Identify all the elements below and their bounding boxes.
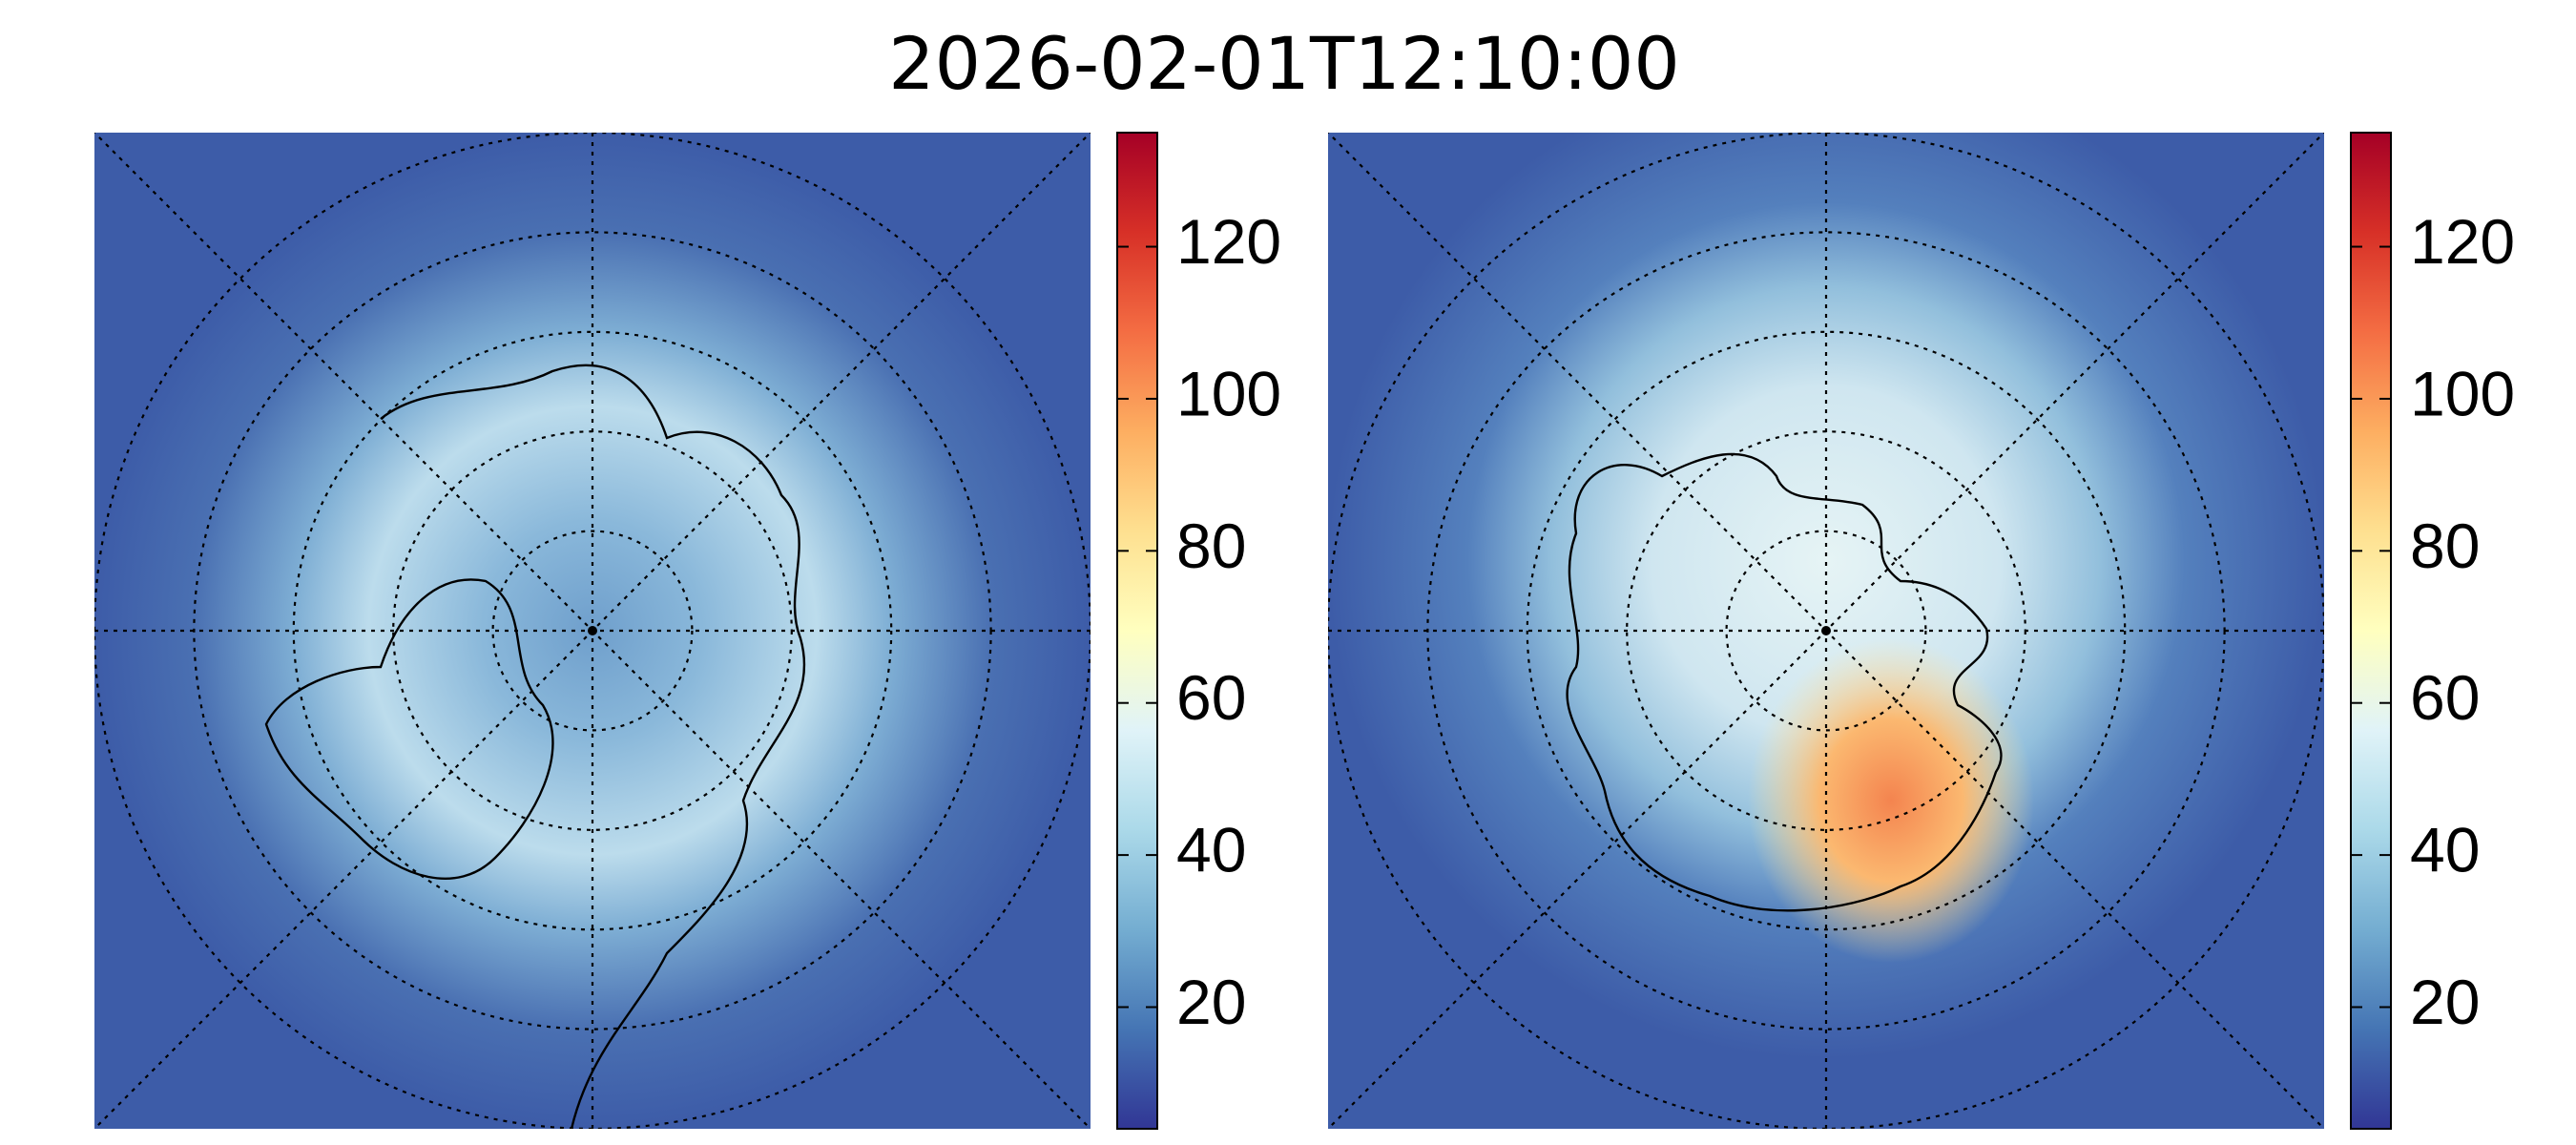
map-panel [1328, 133, 2324, 1129]
colorbar-tick-label: 120 [1176, 206, 1281, 277]
map-hotspot [1748, 638, 2034, 963]
graticule-circle [491, 530, 694, 732]
graticule-circle [193, 231, 992, 1030]
graticule-circle [1426, 231, 2226, 1030]
pole-dot [1821, 626, 1831, 635]
graticule-circle [292, 330, 893, 931]
graticule-circle [1526, 330, 2127, 931]
coastline [1566, 452, 2003, 912]
colorbar-tick-label: 60 [1176, 662, 1246, 733]
colorbar-tick-label: 60 [2410, 662, 2480, 733]
map-panel [94, 133, 1091, 1129]
colorbar-tick-label: 80 [2410, 510, 2480, 581]
colorbar-tick-label: 100 [2410, 358, 2515, 428]
pole-dot [588, 626, 597, 635]
colorbar [1116, 132, 1158, 1130]
colorbar-tick-label: 80 [1176, 510, 1246, 581]
colorbar-tick-label: 100 [1176, 358, 1281, 428]
figure-title: 2026-02-01T12:10:00 [888, 21, 1679, 106]
coastline [264, 364, 806, 1129]
colorbar-tick-label: 120 [2410, 206, 2515, 277]
colorbar-tick-label: 40 [1176, 815, 1246, 885]
graticule-circle [1725, 530, 1927, 732]
colorbar [2350, 132, 2392, 1130]
colorbar-tick-label: 20 [1176, 967, 1246, 1037]
colorbar-tick-label: 40 [2410, 815, 2480, 885]
colorbar-tick-label: 20 [2410, 967, 2480, 1037]
